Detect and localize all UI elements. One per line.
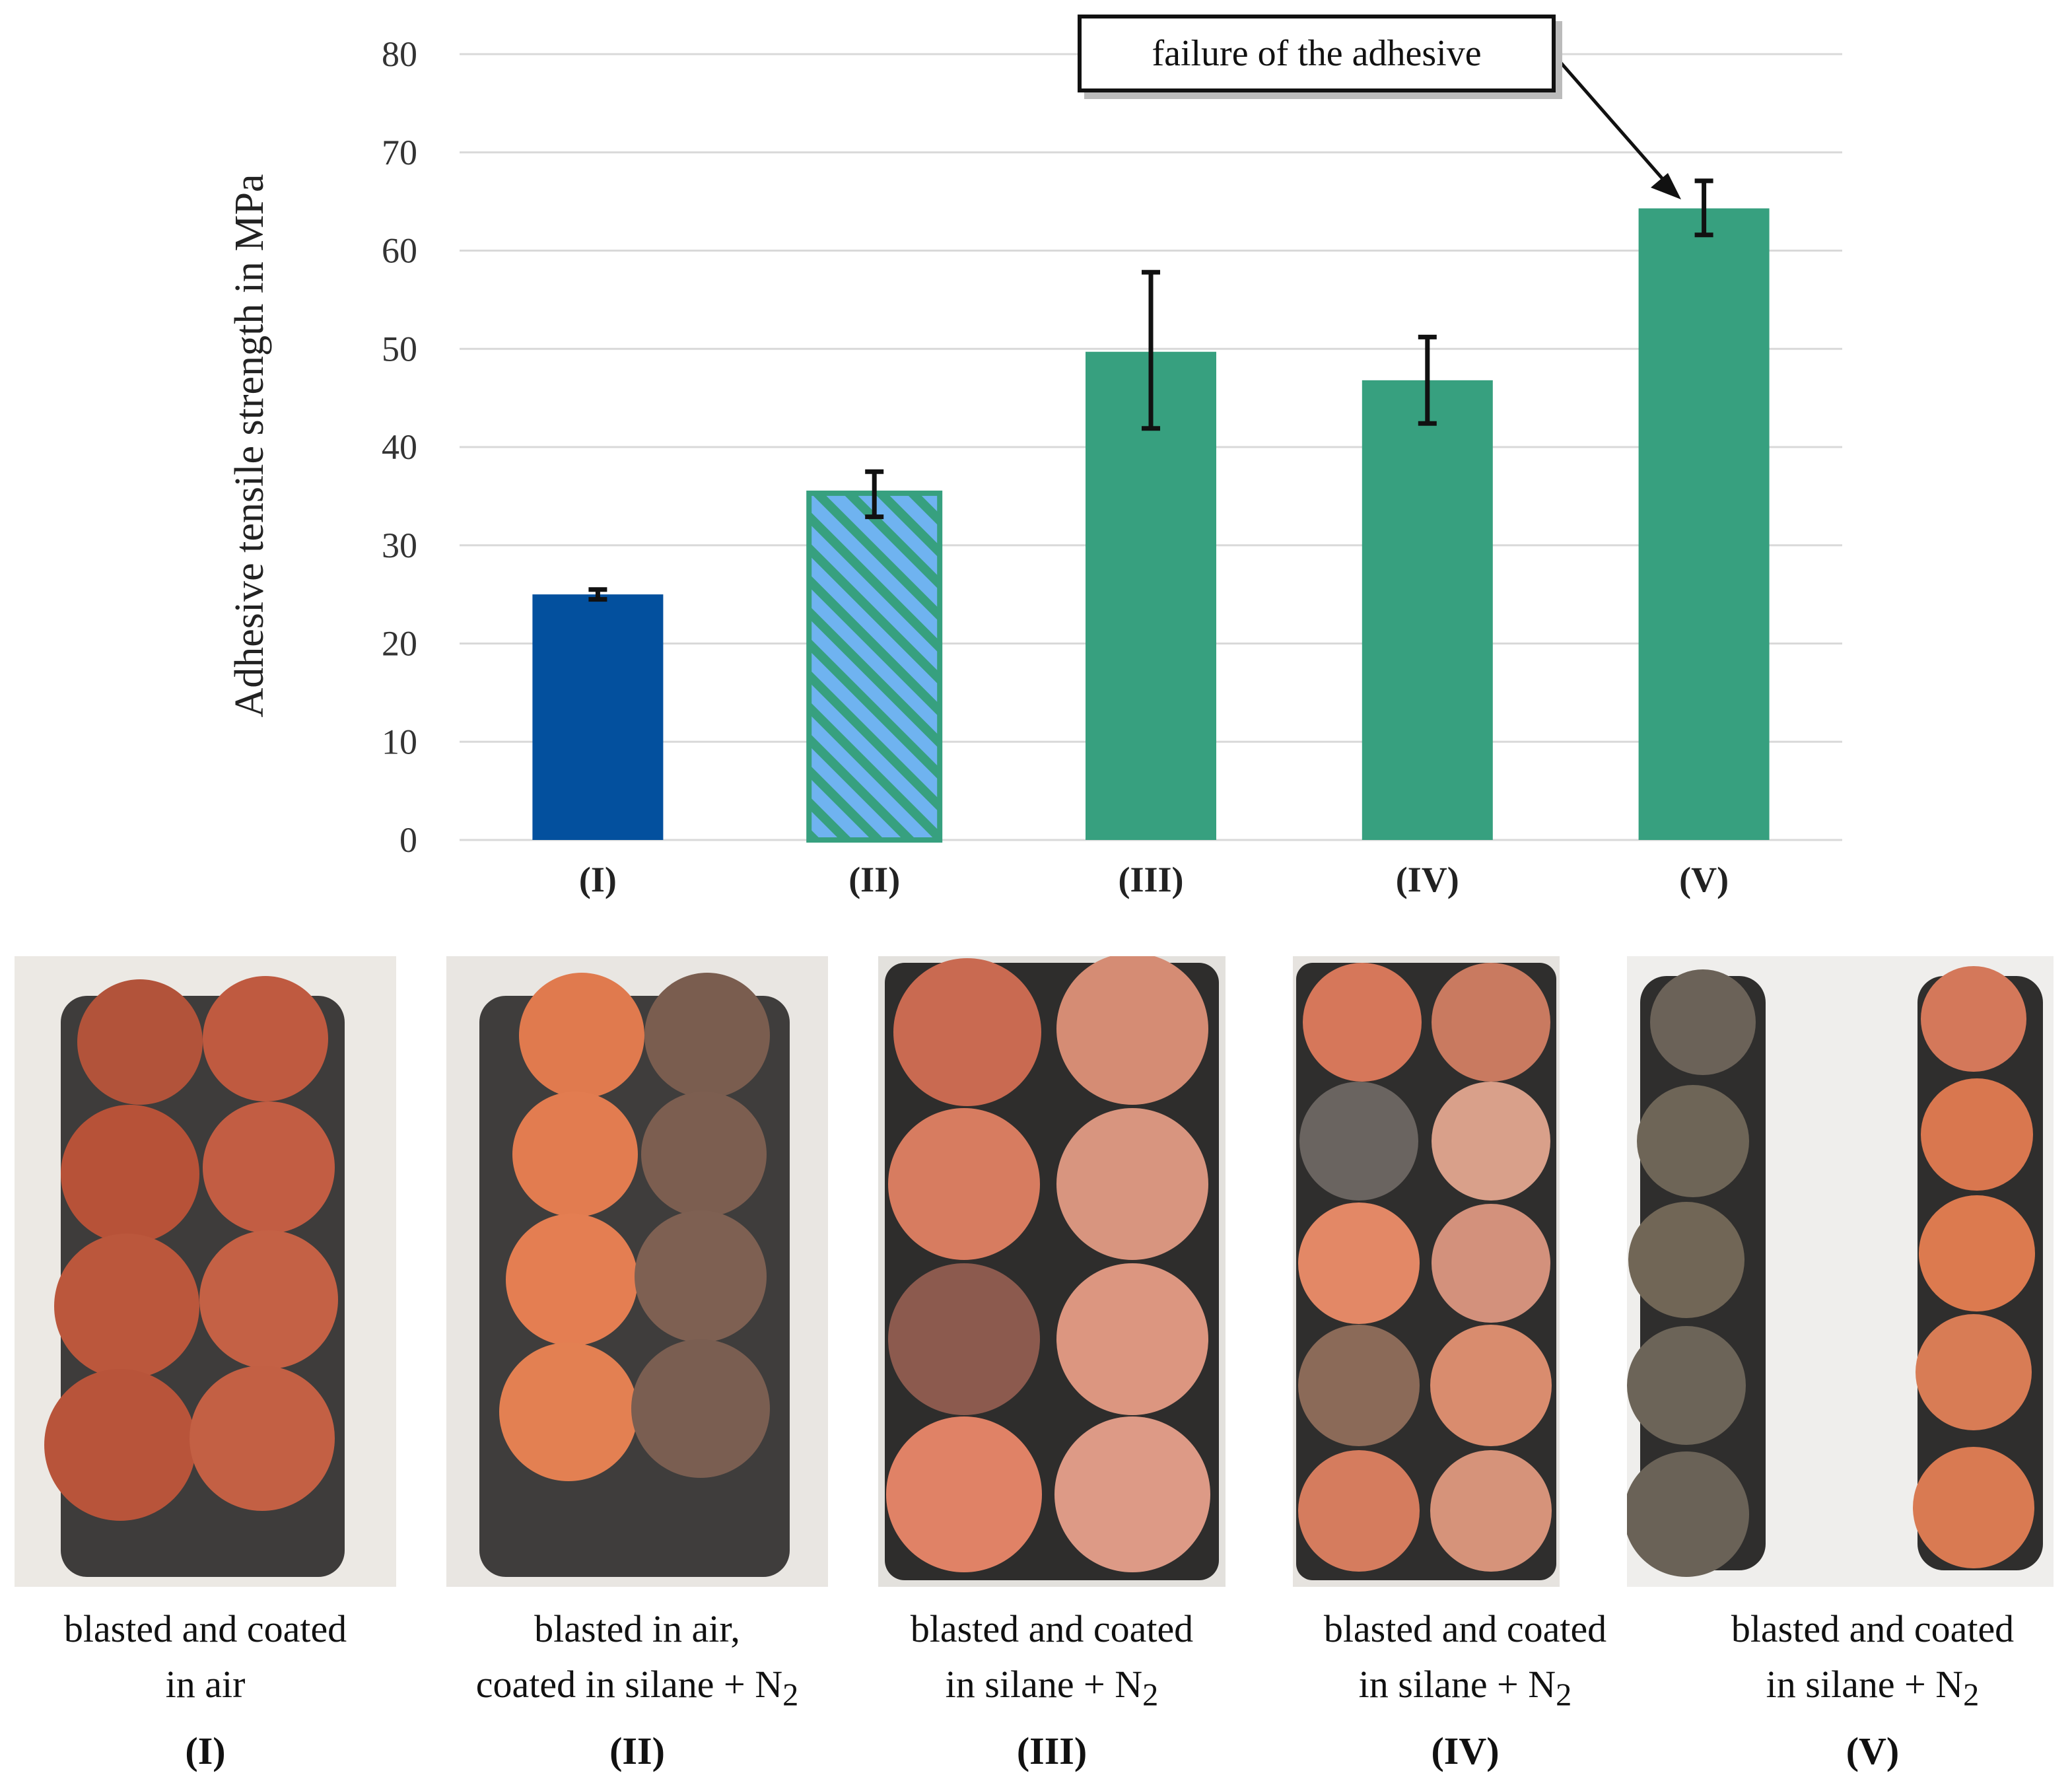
caption-3-line-1: blasted and coated [910,1607,1194,1650]
caption-5-id: (V) [1846,1729,1900,1772]
photo-panel-4 [1293,956,1560,1587]
bar-2 [806,490,943,843]
caption-1-line-1: blasted and coated [63,1607,347,1650]
caption-5-line-1: blasted and coated [1731,1607,2015,1650]
error-bar-5 [1694,178,1713,238]
x-tick-label-2: (II) [848,860,900,899]
y-axis-ticks: 0 10 20 30 40 50 60 70 80 [382,34,417,860]
y-axis-title: Adhesive tensile strength in MPa [227,174,272,717]
y-tick-label: 80 [382,34,417,74]
specimen-photo-2 [446,956,828,1587]
x-axis-labels: (I) (II) (III) (IV) (V) [579,860,1729,899]
error-bars [588,178,1713,602]
caption-2-sub: 2 [782,1677,799,1713]
y-tick-label: 30 [382,526,417,565]
caption-3-id: (III) [1016,1729,1088,1772]
caption-3-sub: 2 [1142,1677,1159,1713]
annotation-box: failure of the adhesive [1078,15,1556,92]
y-tick-label: 10 [382,722,417,761]
error-bar-1 [588,587,607,602]
caption-3: blasted and coated in silane + N2 (III) [845,1601,1259,1779]
photo-panel-5 [1627,956,2054,1587]
caption-2-line-1: blasted in air, [534,1607,740,1650]
caption-2-id: (II) [609,1729,665,1772]
bar-5 [1638,208,1770,841]
x-tick-label-5: (V) [1679,860,1729,899]
y-tick-label: 70 [382,133,417,172]
bar-chart: 0 10 20 30 40 50 60 70 80 (I) (II) (III) (IV) (V) Ad… [227,34,1842,899]
caption-2: blasted in air, coated in silane + N2 (I… [431,1601,844,1779]
caption-5: blasted and coated in silane + N2 (V) [1673,1601,2072,1779]
y-tick-label: 60 [382,231,417,271]
caption-1-id: (I) [185,1729,226,1772]
x-tick-label-4: (IV) [1396,860,1459,899]
caption-3-line-2: in silane + N [945,1663,1143,1706]
caption-4-id: (IV) [1431,1729,1500,1772]
caption-1: blasted and coated in air (I) [0,1601,411,1779]
photo-panel-1 [15,956,396,1587]
caption-5-sub: 2 [1963,1677,1980,1713]
error-bar-3 [1142,269,1160,431]
caption-4-sub: 2 [1556,1677,1572,1713]
specimen-photo-4 [1293,956,1560,1587]
bar-1 [532,594,664,840]
error-bar-4 [1418,334,1437,426]
specimen-photo-1 [15,956,396,1587]
caption-1-line-2: in air [165,1663,246,1706]
y-tick-label: 40 [382,427,417,467]
bar-3 [1086,351,1216,840]
specimen-photo-3 [878,956,1226,1587]
bars [532,208,1770,843]
y-tick-label: 20 [382,624,417,664]
y-tick-label: 50 [382,329,417,368]
caption-5-line-2: in silane + N [1766,1663,1964,1706]
y-tick-label: 0 [399,820,417,860]
photo-panel-3 [878,956,1226,1587]
annotation-text: failure of the adhesive [1152,33,1482,74]
error-bar-2 [865,469,884,520]
caption-4-line-1: blasted and coated [1323,1607,1607,1650]
caption-4: blasted and coated in silane + N2 (IV) [1259,1601,1672,1779]
bar-4 [1362,380,1493,840]
annotation-arrow [1554,55,1681,199]
specimen-photo-5 [1627,956,2054,1587]
caption-2-line-2: coated in silane + N [475,1663,783,1706]
x-tick-label-3: (III) [1118,860,1183,899]
photo-panel-2 [446,956,828,1587]
x-tick-label-1: (I) [579,860,617,899]
caption-4-line-2: in silane + N [1358,1663,1556,1706]
